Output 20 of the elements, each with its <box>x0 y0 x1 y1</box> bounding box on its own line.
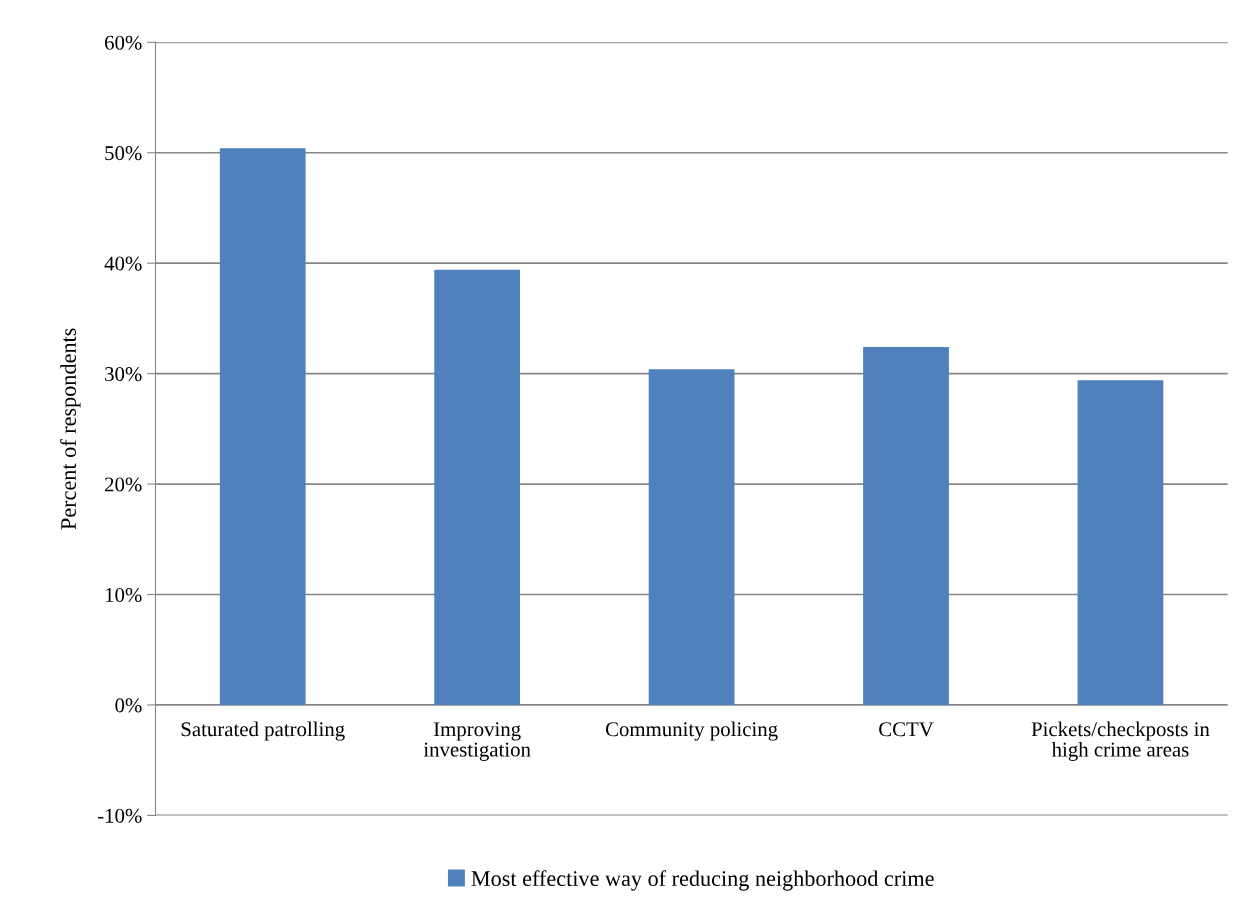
y-tick-label: -10% <box>97 808 142 823</box>
x-tick-label: Saturated patrolling <box>181 721 345 741</box>
legend-label: Most effective way of reducing neighborhood crime <box>471 870 934 891</box>
y-axis-title: Percent of respondents <box>60 328 81 530</box>
y-tick-label: 60% <box>105 35 142 50</box>
bar <box>648 369 735 705</box>
x-tick-label: Community policing <box>605 721 778 741</box>
y-tick-label: 10% <box>105 587 142 603</box>
x-tick-label: Pickets/checkposts in high crime areas <box>1031 721 1210 761</box>
y-tick-label: 40% <box>104 256 142 271</box>
x-tick-label: Improving investigation <box>423 722 531 761</box>
x-tick-label: CCTV <box>879 722 934 737</box>
y-tick-label: 0% <box>115 698 142 713</box>
bar <box>1077 380 1164 705</box>
bar <box>863 347 949 705</box>
bar <box>434 269 521 705</box>
bar <box>219 148 306 705</box>
y-tick-label: 30% <box>105 367 142 382</box>
y-tick-label: 50% <box>105 146 142 161</box>
y-tick-label: 20% <box>105 477 142 492</box>
